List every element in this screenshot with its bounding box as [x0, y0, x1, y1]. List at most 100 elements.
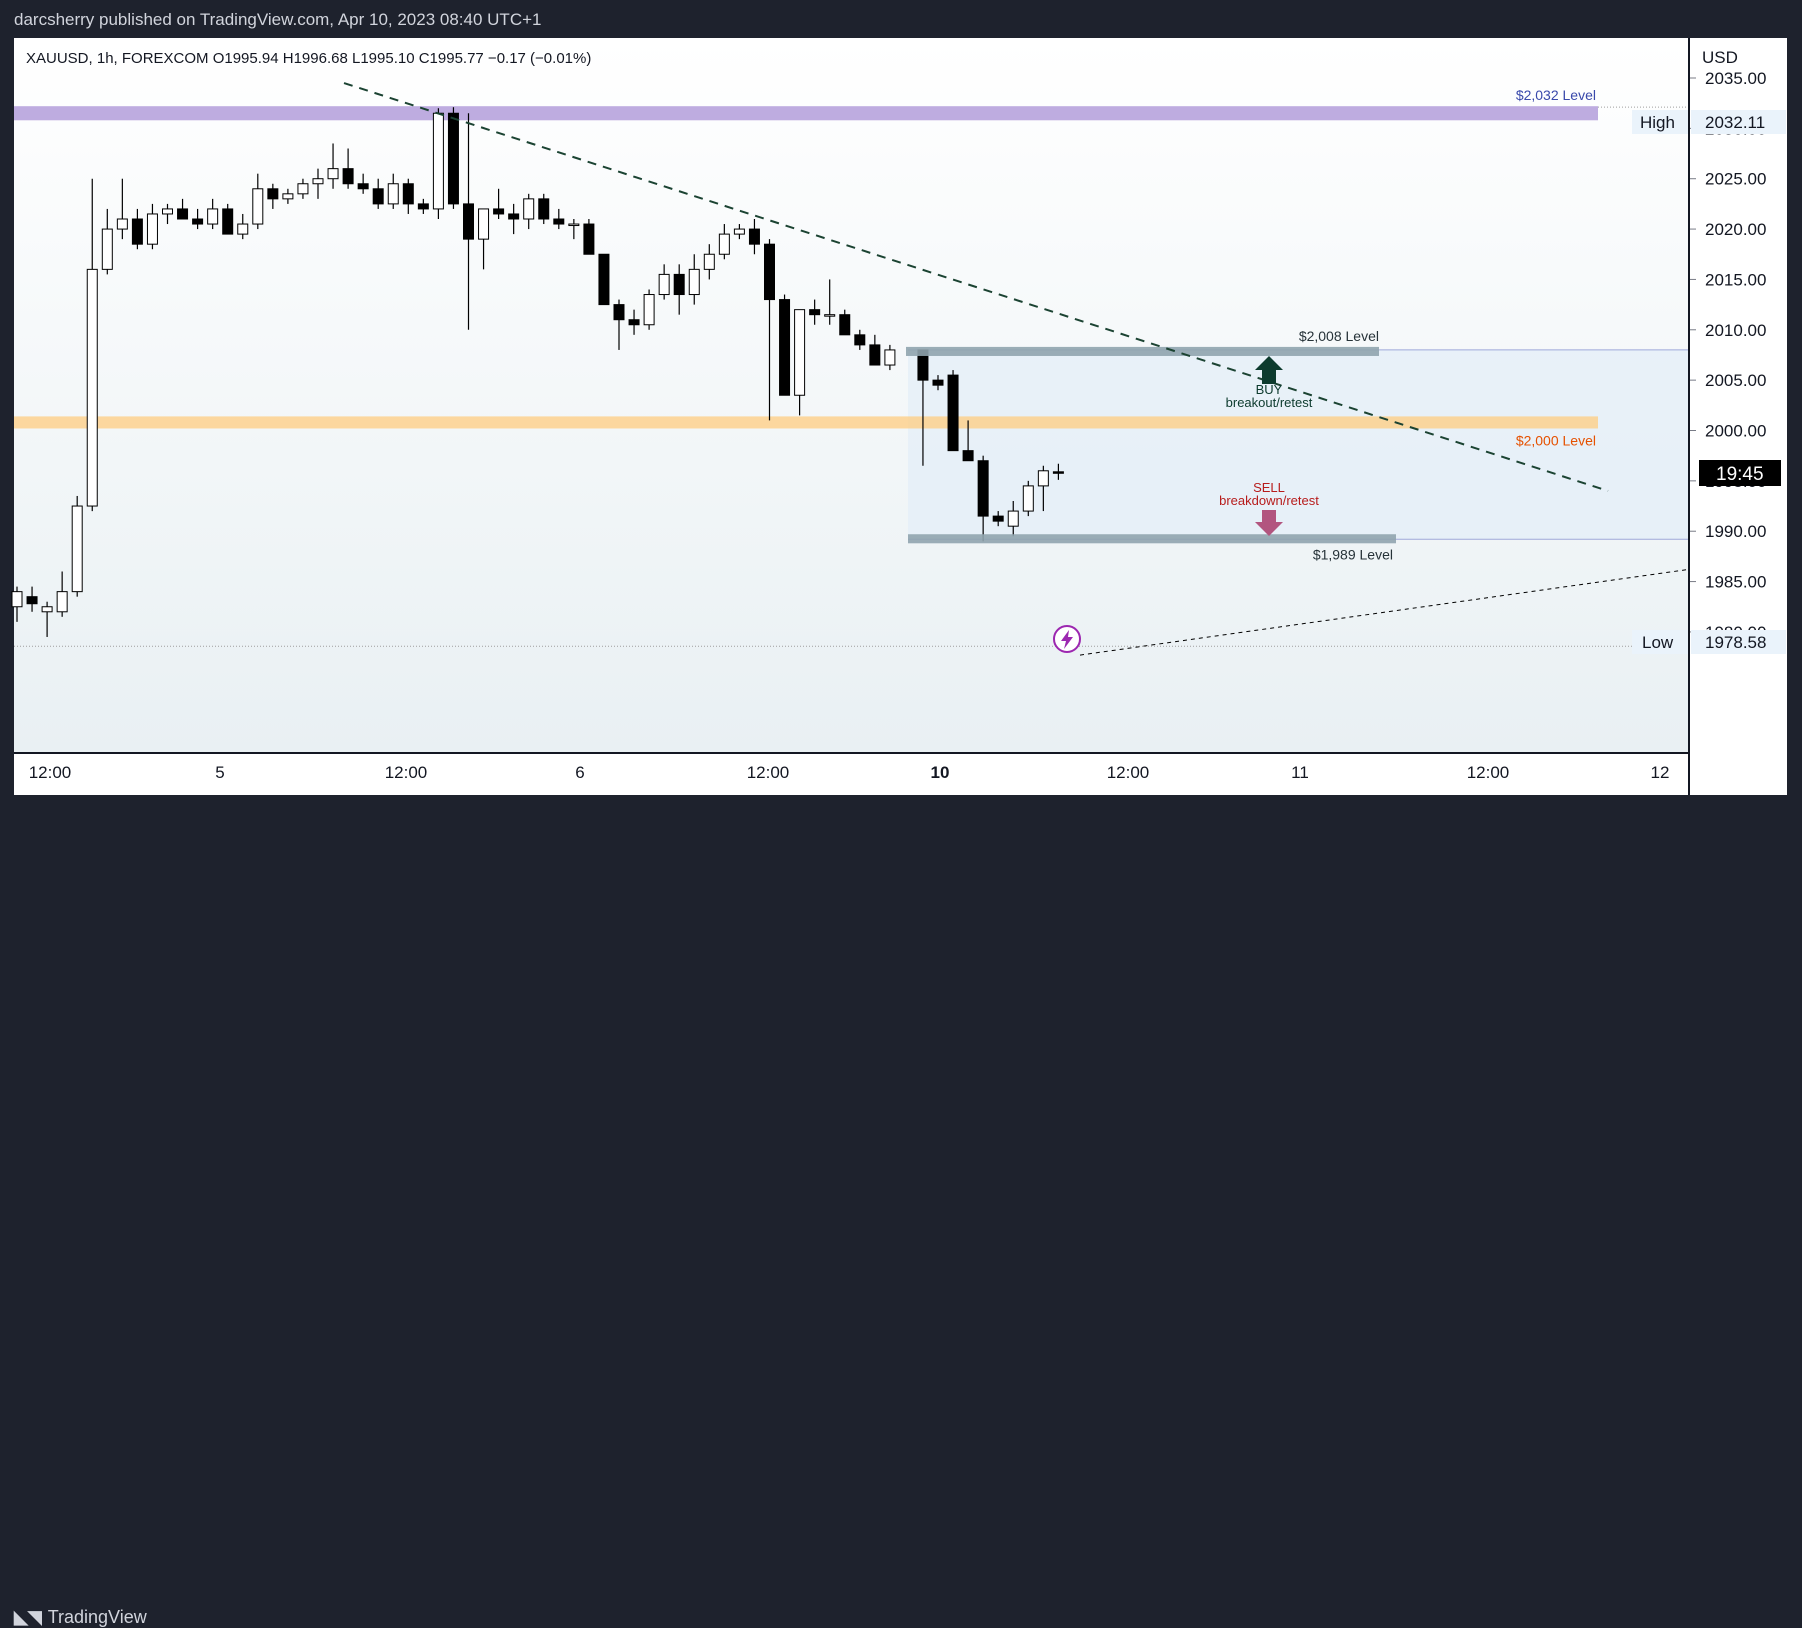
candle	[387, 173, 399, 209]
candle	[869, 334, 881, 366]
candle	[222, 203, 234, 235]
candle	[809, 299, 821, 325]
level-2008-band	[906, 346, 1379, 356]
y-tick-label: 2035.00	[1705, 69, 1766, 88]
candle	[947, 370, 959, 452]
candle	[598, 253, 610, 306]
candle	[237, 213, 249, 240]
candle	[703, 244, 715, 280]
x-tick-label: 6	[575, 763, 584, 782]
buy-arrow-icon	[1255, 356, 1283, 384]
price-chart[interactable]: $2,032 Level $2,008 Level $2,000 Level $1,9…	[0, 38, 1802, 795]
drawings-front: $2,032 Level $2,008 Level $2,000 Level $1,9…	[343, 82, 1689, 656]
candle	[207, 198, 219, 230]
low-label: Low	[1642, 633, 1674, 652]
candle	[478, 208, 490, 270]
candle	[1007, 501, 1019, 537]
low-label-box	[1632, 630, 1688, 654]
buy-label: BUY	[1256, 382, 1283, 397]
time-scale: 12:00 5 12:00 6 12:00 10 12:00 11 12:00 12	[29, 763, 1670, 782]
sell-label: SELL	[1253, 480, 1285, 495]
candle	[538, 193, 550, 225]
candle	[342, 148, 354, 189]
footer-bar: ◣◥ TradingView	[0, 795, 1802, 1627]
candle	[733, 224, 745, 240]
candle	[1052, 463, 1064, 480]
sell-annotation: SELL breakdown/retest	[1219, 480, 1319, 536]
publisher-bar: darcsherry published on TradingView.com,…	[0, 0, 1802, 40]
level-2000-label: $2,000 Level	[1516, 432, 1596, 448]
candle	[523, 193, 535, 230]
x-tick-label: 10	[931, 763, 950, 782]
level-1989-band	[908, 534, 1396, 544]
low-marker: Low 1978.58	[1632, 630, 1786, 654]
down-trend-line	[343, 82, 1609, 492]
candle	[962, 420, 974, 462]
low-value: 1978.58	[1705, 633, 1766, 652]
currency-label: USD	[1702, 48, 1738, 67]
x-tick-label: 12:00	[385, 763, 428, 782]
buy-sub-label: breakout/retest	[1226, 395, 1313, 410]
candle	[673, 264, 685, 315]
candle	[267, 183, 279, 209]
candle	[613, 299, 625, 350]
lightning-icon[interactable]	[1053, 625, 1081, 653]
y-tick-label: 2000.00	[1705, 422, 1766, 441]
candle	[553, 208, 565, 230]
candle	[854, 329, 866, 350]
range-box	[908, 349, 1688, 540]
y-tick-label: 2005.00	[1705, 371, 1766, 390]
candle	[327, 143, 339, 189]
candle	[432, 108, 444, 219]
y-tick-label: 2010.00	[1705, 321, 1766, 340]
candle	[11, 586, 23, 622]
candle	[297, 178, 309, 199]
time-axis	[14, 754, 1688, 795]
candle	[101, 208, 113, 275]
candle	[583, 219, 595, 255]
candle	[764, 239, 775, 421]
y-tick-label: 2020.00	[1705, 220, 1766, 239]
candle	[884, 344, 896, 371]
brand[interactable]: ◣◥ TradingView	[14, 1607, 147, 1628]
candle	[177, 198, 189, 220]
x-tick-label: 12:00	[1107, 763, 1150, 782]
candle	[932, 375, 944, 391]
high-value-box	[1691, 110, 1786, 134]
countdown-box	[1699, 460, 1781, 486]
candle	[718, 224, 730, 260]
candle	[992, 511, 1004, 527]
candle	[824, 279, 836, 325]
candle	[658, 264, 670, 300]
x-tick-label: 12:00	[747, 763, 790, 782]
price-axis	[1690, 38, 1787, 795]
candle	[26, 586, 38, 612]
candle	[417, 198, 429, 214]
x-tick-label: 12:00	[1467, 763, 1510, 782]
symbol-info: XAUUSD, 1h, FOREXCOM O1995.94 H1996.68 L…	[26, 50, 591, 67]
candle	[162, 203, 173, 225]
candle	[1022, 480, 1034, 517]
candle	[568, 219, 580, 240]
countdown-label: 19:45	[1716, 464, 1764, 485]
y-tick-label: 1985.00	[1705, 573, 1766, 592]
high-label-box	[1632, 110, 1688, 134]
candle	[977, 455, 989, 542]
level-1989-label: $1,989 Level	[1313, 546, 1393, 562]
candle	[779, 294, 791, 396]
sell-sub-label: breakdown/retest	[1219, 493, 1319, 508]
low-value-box	[1691, 630, 1786, 654]
candle	[56, 571, 68, 617]
candle	[86, 178, 98, 512]
candle	[839, 309, 851, 336]
candle	[447, 107, 459, 209]
candle	[402, 178, 414, 214]
candle	[493, 188, 505, 219]
candle	[41, 601, 53, 637]
y-tick-label: 2025.00	[1705, 170, 1766, 189]
candle	[146, 203, 158, 250]
level-2008-label: $2,008 Level	[1299, 328, 1379, 344]
candle	[71, 495, 83, 597]
x-tick-label: 12	[1651, 763, 1670, 782]
candle	[372, 178, 384, 209]
